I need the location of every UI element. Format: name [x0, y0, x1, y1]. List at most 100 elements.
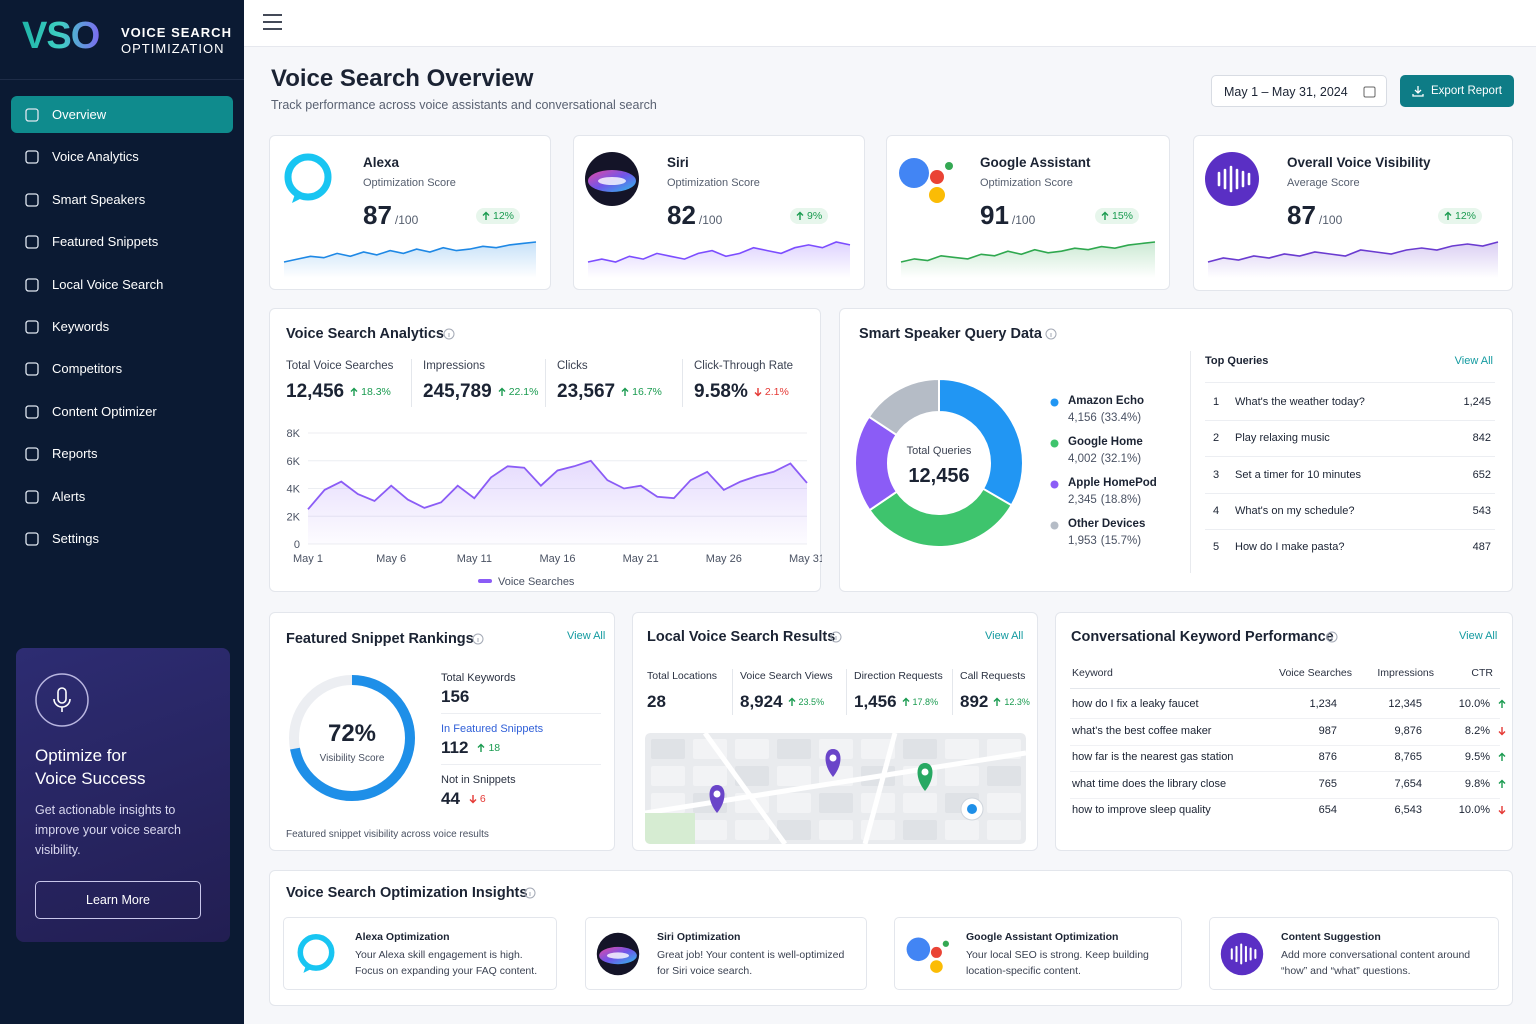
donut-slice — [938, 377, 1024, 507]
info-ring — [1326, 631, 1338, 643]
nav-label: Content Optimizer — [52, 403, 157, 419]
nav-icon — [25, 320, 39, 334]
stat-divider — [441, 764, 601, 765]
nav-icon — [25, 532, 39, 546]
nav-icon — [25, 405, 39, 419]
score-value: 87 — [1287, 200, 1316, 230]
score-value: 87 — [363, 200, 392, 230]
menu-button[interactable] — [263, 14, 283, 30]
ctr: 8.2% — [1464, 724, 1490, 737]
top-queries-title: Top Queries — [1205, 355, 1269, 367]
nav-item[interactable]: Smart Speakers — [11, 181, 233, 218]
stat-row: 112 18 — [441, 738, 500, 758]
nav-item[interactable]: Overview — [11, 96, 233, 133]
assistant-name: Google Assistant — [980, 155, 1091, 170]
gauge: 72% Visibility Score — [289, 675, 415, 801]
map-block — [861, 739, 895, 759]
nav-icon — [25, 277, 39, 292]
brand-icon — [596, 932, 640, 976]
stat-row: 44 6 — [441, 789, 486, 809]
nav-item[interactable]: Content Optimizer — [11, 393, 233, 430]
legend-dot — [1050, 398, 1059, 407]
nav-icon — [25, 362, 39, 377]
sparkline — [900, 241, 1156, 278]
view-all[interactable]: View All — [1459, 630, 1498, 642]
legend-name: Google Home — [1068, 436, 1143, 448]
gauge-value: 72% — [328, 720, 376, 747]
legend-percent: (15.7%) — [1100, 535, 1142, 547]
ctr: 10.0% — [1458, 698, 1490, 710]
nav-icon-shape — [25, 235, 39, 249]
g-yellow — [929, 187, 945, 203]
export-text: Export Report — [1431, 85, 1502, 97]
page-title: Voice Search Overview — [271, 65, 534, 92]
dot — [1050, 480, 1059, 489]
nav-item[interactable]: Competitors — [11, 350, 233, 387]
metric-label: Voice Search Views — [740, 670, 833, 682]
map-bg — [645, 733, 1026, 844]
view-all[interactable]: View All — [985, 630, 1024, 642]
change-text: 23.5% — [798, 697, 825, 707]
alexa-ring — [297, 933, 335, 971]
insight-title: Alexa Optimization — [355, 931, 450, 943]
change-text: 15% — [1112, 210, 1134, 222]
change-text: 16.7% — [632, 386, 662, 398]
score-max: /100 — [1011, 213, 1036, 227]
siri-glow — [598, 177, 626, 185]
change-text: 9% — [807, 210, 823, 222]
score-max: /100 — [1318, 213, 1343, 227]
arrow-shape — [1498, 699, 1506, 708]
nav-item[interactable]: Featured Snippets — [11, 223, 233, 260]
arrow-shape — [477, 743, 485, 752]
nav-item[interactable]: Keywords — [11, 308, 233, 345]
impressions: 8,765 — [1394, 751, 1422, 763]
view-all[interactable]: View All — [1454, 355, 1493, 367]
g-green — [942, 940, 949, 947]
nav-item[interactable]: Settings — [11, 520, 233, 557]
mic-icon — [35, 673, 89, 727]
nav-label: Overview — [52, 107, 107, 122]
dot — [1050, 439, 1059, 448]
arrow-shape — [498, 387, 506, 396]
nav-item[interactable]: Voice Analytics — [11, 138, 233, 175]
gauge-caption: Visibility Score — [320, 753, 385, 764]
arrow-shape — [1498, 779, 1506, 788]
metric-row: 12,456 18.3% — [286, 381, 391, 403]
trend-arrow — [1498, 699, 1506, 708]
stat-value: 156 — [441, 687, 470, 706]
metric-row: 9.58% 2.1% — [694, 381, 789, 403]
nav-icon-shape — [25, 108, 39, 122]
legend-count: 4,156 — [1068, 412, 1097, 424]
metric-row: 1,456 17.8% — [854, 692, 938, 712]
score-label: Optimization Score — [363, 177, 456, 189]
nav-label: Competitors — [52, 361, 123, 377]
metric-value: 892 — [960, 692, 989, 711]
row-divider — [1070, 744, 1500, 746]
query-rank: 1 — [1213, 396, 1220, 408]
impressions: 6,543 — [1394, 804, 1422, 816]
arrow-shape — [788, 697, 796, 706]
change: 22.1% — [498, 386, 538, 398]
logo: VSO — [22, 15, 100, 57]
promo-button[interactable]: Learn More — [35, 881, 201, 919]
view-all[interactable]: View All — [567, 630, 606, 642]
legend-percent: (18.8%) — [1100, 494, 1142, 506]
featured-card: Featured Snippet Rankings View All 72% Visi… — [269, 612, 615, 851]
date-picker[interactable]: May 1 – May 31, 2024 — [1211, 75, 1387, 107]
info-ring — [443, 328, 455, 340]
nav-item[interactable]: Alerts — [11, 478, 233, 515]
nav-label: Featured Snippets — [52, 234, 159, 250]
nav-icon-shape — [25, 150, 39, 165]
ctr: 9.8% — [1464, 777, 1490, 790]
nav-label: Smart Speakers — [52, 191, 146, 207]
metric-divider — [846, 669, 847, 715]
nav-item[interactable]: Local Voice Search — [11, 266, 233, 303]
map-block — [945, 739, 979, 759]
change-text: 2.1% — [764, 386, 789, 398]
map-block — [693, 820, 727, 840]
nav-item[interactable]: Reports — [11, 435, 233, 472]
nav-icon-shape — [25, 277, 39, 292]
export-button[interactable]: Export Report — [1400, 75, 1514, 107]
map-road — [645, 733, 1026, 844]
arrow-shape — [993, 697, 1001, 706]
